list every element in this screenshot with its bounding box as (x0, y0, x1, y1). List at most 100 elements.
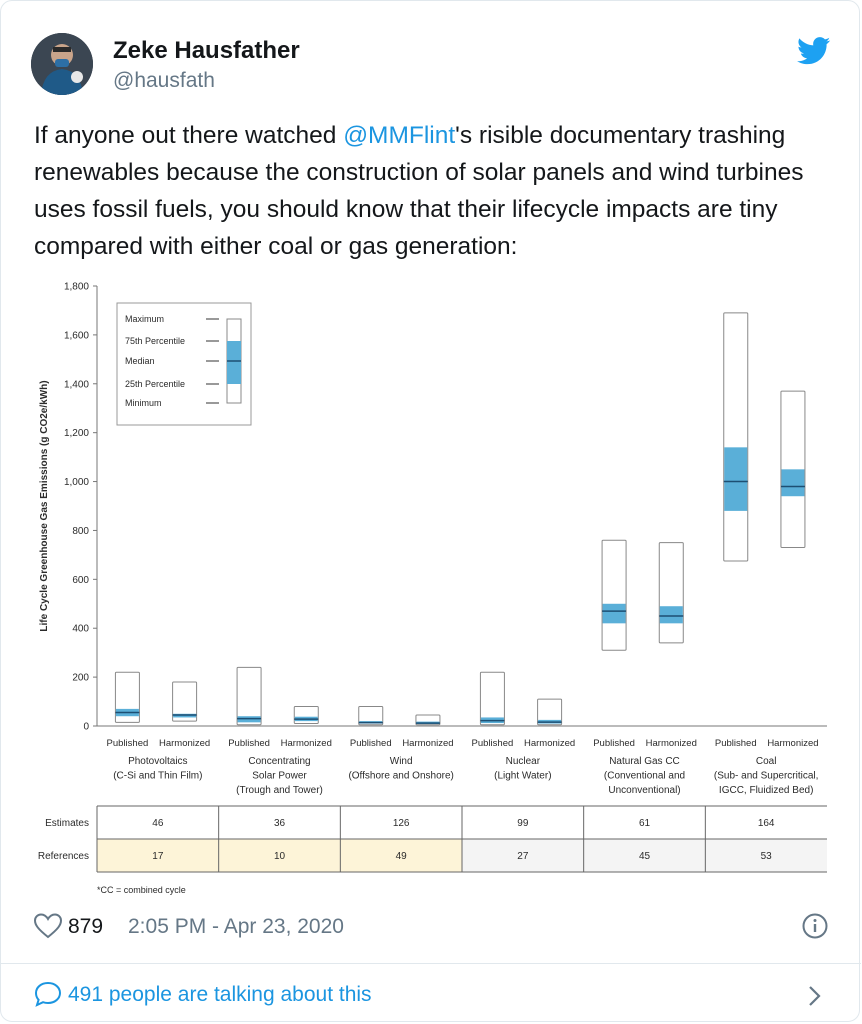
box-range (601, 539, 627, 651)
category-label: Solar Power (252, 771, 307, 782)
legend-entry: Maximum (125, 314, 164, 324)
author-name[interactable]: Zeke Hausfather (113, 37, 300, 64)
table-cell-shade (462, 839, 584, 872)
table-references-value: 17 (152, 851, 164, 862)
chevron-right-icon[interactable] (806, 983, 824, 1009)
category-label: Photovoltaics (128, 756, 187, 767)
category-label: Concentrating (248, 756, 310, 767)
heart-icon[interactable] (34, 913, 62, 939)
tweet-footer: 879 2:05 PM - Apr 23, 2020 (34, 909, 834, 949)
table-cell-highlight (218, 839, 341, 872)
table-estimates-value: 36 (274, 818, 286, 829)
lifecycle-emissions-chart[interactable]: 0 200 400 600 800 1,000 1,200 1,400 1,600 1,800 Li… (31, 271, 831, 901)
table-cell-shade (583, 839, 706, 872)
box-range (172, 681, 198, 722)
table-references-value: 10 (274, 851, 286, 862)
table-cell-highlight (97, 839, 219, 872)
info-icon[interactable] (802, 913, 828, 939)
legend-sample-iqr (227, 341, 241, 384)
conversation-link[interactable]: 491 people are talking about this (34, 979, 834, 1013)
table-estimates-value: 46 (152, 818, 164, 829)
table-references-value: 27 (517, 851, 529, 862)
category-label: Wind (390, 756, 413, 767)
divider (1, 963, 861, 964)
category-label: Natural Gas CC (609, 756, 680, 767)
box-range (236, 666, 262, 726)
table-references-value: 53 (761, 851, 773, 862)
box-label: Harmonized (281, 738, 332, 749)
category-label: (Light Water) (494, 771, 551, 782)
box-label: Published (472, 738, 514, 749)
author-handle[interactable]: @hausfath (113, 69, 215, 92)
category-label: (Sub- and Supercritical, (714, 771, 819, 782)
y-tick-label: 800 (72, 526, 89, 537)
box-range (358, 705, 384, 726)
category-label: (C-Si and Thin Film) (113, 771, 202, 782)
y-tick-label: 1,400 (64, 379, 89, 390)
tweet-timestamp[interactable]: 2:05 PM - Apr 23, 2020 (128, 915, 344, 938)
box-label: Harmonized (159, 738, 210, 749)
box-range (723, 312, 749, 562)
box-label: Published (107, 738, 149, 749)
y-tick-label: 1,000 (64, 477, 89, 488)
box-label: Published (593, 738, 635, 749)
y-tick-label: 0 (83, 722, 89, 733)
y-axis-label: Life Cycle Greenhouse Gas Emissions (g C… (39, 380, 50, 631)
chart-footnote: *CC = combined cycle (97, 885, 186, 895)
tweet-text: If anyone out there watched @MMFlint's r… (34, 117, 834, 265)
box-range (479, 671, 505, 726)
like-count[interactable]: 879 (68, 915, 104, 938)
y-tick-label: 600 (72, 575, 89, 586)
category-label: (Conventional and (604, 771, 685, 782)
category-label: (Trough and Tower) (236, 785, 323, 796)
category-label: Nuclear (506, 756, 541, 767)
legend-entry: Median (125, 356, 155, 366)
box-iqr (602, 603, 626, 624)
mention-link[interactable]: @MMFlint (343, 122, 456, 149)
box-range (537, 698, 563, 726)
box-label: Published (228, 738, 270, 749)
y-tick-label: 400 (72, 624, 89, 635)
table-cell-shade (705, 839, 827, 872)
twitter-bird-icon[interactable] (797, 37, 831, 65)
avatar[interactable] (31, 33, 93, 95)
tweet-header: Zeke Hausfather @hausfath (31, 33, 831, 97)
table-references-value: 45 (639, 851, 651, 862)
box-label: Published (715, 738, 757, 749)
box-iqr (659, 606, 683, 624)
table-estimates-value: 126 (393, 818, 410, 829)
y-tick-label: 1,800 (64, 282, 89, 293)
category-label: Coal (756, 756, 777, 767)
tweet-text-after: 's risible documentary trashing renewabl… (34, 122, 804, 260)
category-label: IGCC, Fluidized Bed) (719, 785, 813, 796)
legend-entry: 25th Percentile (125, 379, 185, 389)
table-row-label: References (38, 851, 89, 862)
table-cell-highlight (340, 839, 462, 872)
box-range (658, 542, 684, 644)
table-estimates-value: 99 (517, 818, 529, 829)
legend-entry: Minimum (125, 398, 162, 408)
box-label: Harmonized (524, 738, 575, 749)
chart-svg: 0 200 400 600 800 1,000 1,200 1,400 1,600 1,800 Li… (38, 282, 827, 895)
box-range (780, 390, 806, 549)
box-iqr (781, 469, 805, 497)
tweet-text-before: If anyone out there watched (34, 122, 344, 149)
y-tick-label: 1,200 (64, 428, 89, 439)
legend-entry: 75th Percentile (125, 336, 185, 346)
box-label: Harmonized (402, 738, 453, 749)
conversation-text[interactable]: 491 people are talking about this (68, 983, 372, 1006)
speech-bubble-icon (34, 981, 62, 1007)
y-tick-label: 1,600 (64, 330, 89, 341)
category-label: (Offshore and Onshore) (348, 771, 453, 782)
box-label: Harmonized (646, 738, 697, 749)
box-label: Harmonized (767, 738, 818, 749)
table-estimates-value: 61 (639, 818, 651, 829)
box-label: Published (350, 738, 392, 749)
table-estimates-value: 164 (758, 818, 775, 829)
table-row-label: Estimates (45, 818, 89, 829)
y-tick-label: 200 (72, 673, 89, 684)
table-references-value: 49 (396, 851, 408, 862)
box-iqr (724, 447, 748, 511)
category-label: Unconventional) (608, 785, 680, 796)
